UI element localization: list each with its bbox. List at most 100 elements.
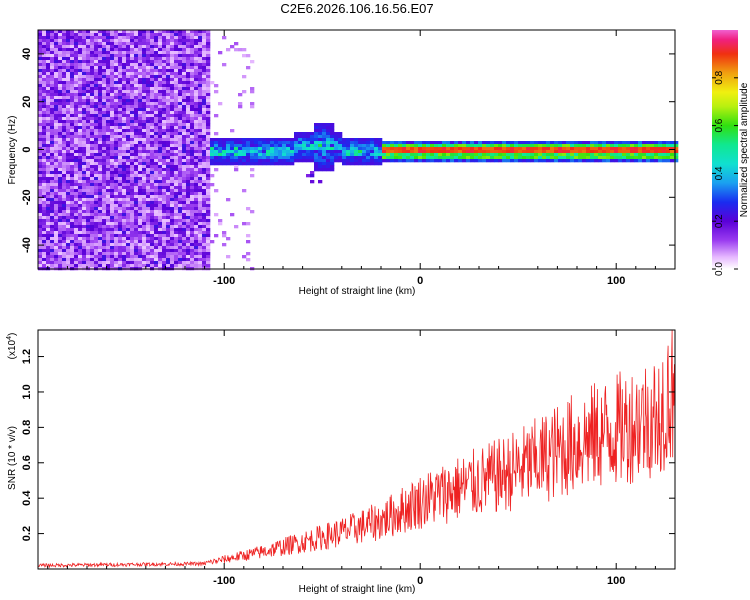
heatmap-cell [86, 231, 91, 235]
heatmap-cell [82, 258, 87, 262]
heatmap-cell [154, 126, 159, 130]
heatmap-cell [82, 99, 87, 103]
heatmap-cell [202, 114, 207, 118]
heatmap-cell [170, 165, 175, 169]
heatmap-cell [398, 156, 403, 160]
heatmap-cell [138, 222, 143, 226]
heatmap-cell [274, 147, 279, 151]
heatmap-cell [222, 159, 227, 163]
heatmap-cell [222, 36, 227, 40]
heatmap-cell [38, 132, 43, 136]
heatmap-cell [98, 246, 103, 250]
heatmap-cell [142, 255, 147, 259]
heatmap-cell [186, 234, 191, 238]
heatmap-cell [42, 111, 47, 115]
heatmap-cell [274, 141, 279, 145]
heatmap-cell [130, 189, 135, 193]
heatmap-cell [94, 186, 99, 190]
heatmap-cell [102, 147, 107, 151]
spectrogram-x-ticks: -100 0 100 [47, 30, 676, 287]
heatmap-cell [186, 114, 191, 118]
heatmap-cell [74, 231, 79, 235]
heatmap-cell [110, 165, 115, 169]
heatmap-cell [334, 156, 339, 160]
heatmap-cell [130, 147, 135, 151]
heatmap-cell [194, 174, 199, 178]
heatmap-cell [226, 156, 231, 160]
heatmap-cell [78, 81, 83, 85]
heatmap-cell [330, 144, 335, 148]
heatmap-cell [42, 150, 47, 154]
heatmap-cell [114, 111, 119, 115]
heatmap-cell [226, 150, 231, 154]
heatmap-cell [170, 135, 175, 139]
heatmap-cell [106, 246, 111, 250]
heatmap-cell [122, 126, 127, 130]
heatmap-cell [218, 51, 223, 55]
heatmap-cell [178, 96, 183, 100]
heatmap-cell [194, 93, 199, 97]
heatmap-cell [170, 174, 175, 178]
heatmap-cell [70, 90, 75, 94]
heatmap-cell [150, 195, 155, 199]
heatmap-cell [158, 216, 163, 220]
heatmap-cell [50, 123, 55, 127]
heatmap-cell [62, 135, 67, 139]
heatmap-cell [78, 48, 83, 52]
heatmap-cell [110, 162, 115, 166]
heatmap-cell [410, 156, 415, 160]
heatmap-cell [174, 42, 179, 46]
heatmap-cell [138, 30, 143, 34]
heatmap-cell [158, 246, 163, 250]
heatmap-cell [178, 249, 183, 253]
heatmap-cell [242, 141, 247, 145]
heatmap-cell [294, 132, 299, 136]
heatmap-cell [202, 66, 207, 70]
heatmap-cell [162, 228, 167, 232]
heatmap-cell [146, 84, 151, 88]
heatmap-cell [302, 132, 307, 136]
heatmap-cell [154, 81, 159, 85]
heatmap-cell [190, 201, 195, 205]
heatmap-cell [298, 156, 303, 160]
heatmap-cell [82, 174, 87, 178]
heatmap-cell [146, 51, 151, 55]
heatmap-cell [146, 39, 151, 43]
heatmap-cell [182, 213, 187, 217]
heatmap-cell [98, 192, 103, 196]
heatmap-cell [314, 162, 319, 166]
heatmap-cell [190, 138, 195, 142]
heatmap-cell [194, 186, 199, 190]
heatmap-cell [474, 144, 479, 148]
heatmap-cell [230, 138, 235, 142]
heatmap-cell [170, 123, 175, 127]
heatmap-cell [514, 144, 519, 148]
heatmap-cell [186, 144, 191, 148]
heatmap-cell [38, 252, 43, 256]
heatmap-cell [114, 99, 119, 103]
heatmap-cell [74, 141, 79, 145]
heatmap-cell [246, 150, 251, 154]
heatmap-cell [82, 117, 87, 121]
heatmap-cell [138, 243, 143, 247]
heatmap-cell [314, 141, 319, 145]
heatmap-cell [82, 30, 87, 34]
heatmap-cell [166, 144, 171, 148]
heatmap-cell [162, 123, 167, 127]
heatmap-cell [78, 201, 83, 205]
heatmap-cell [126, 258, 131, 262]
heatmap-cell [58, 117, 63, 121]
heatmap-cell [198, 33, 203, 37]
heatmap-cell [182, 204, 187, 208]
heatmap-cell [38, 183, 43, 187]
heatmap-cell [186, 153, 191, 157]
heatmap-cell [158, 261, 163, 265]
heatmap-cell [290, 153, 295, 157]
heatmap-cell [454, 147, 459, 151]
heatmap-cell [102, 69, 107, 73]
heatmap-cell [174, 156, 179, 160]
heatmap-cell [182, 42, 187, 46]
heatmap-cell [338, 132, 343, 136]
heatmap-cell [122, 261, 127, 265]
heatmap-cell [214, 162, 219, 166]
